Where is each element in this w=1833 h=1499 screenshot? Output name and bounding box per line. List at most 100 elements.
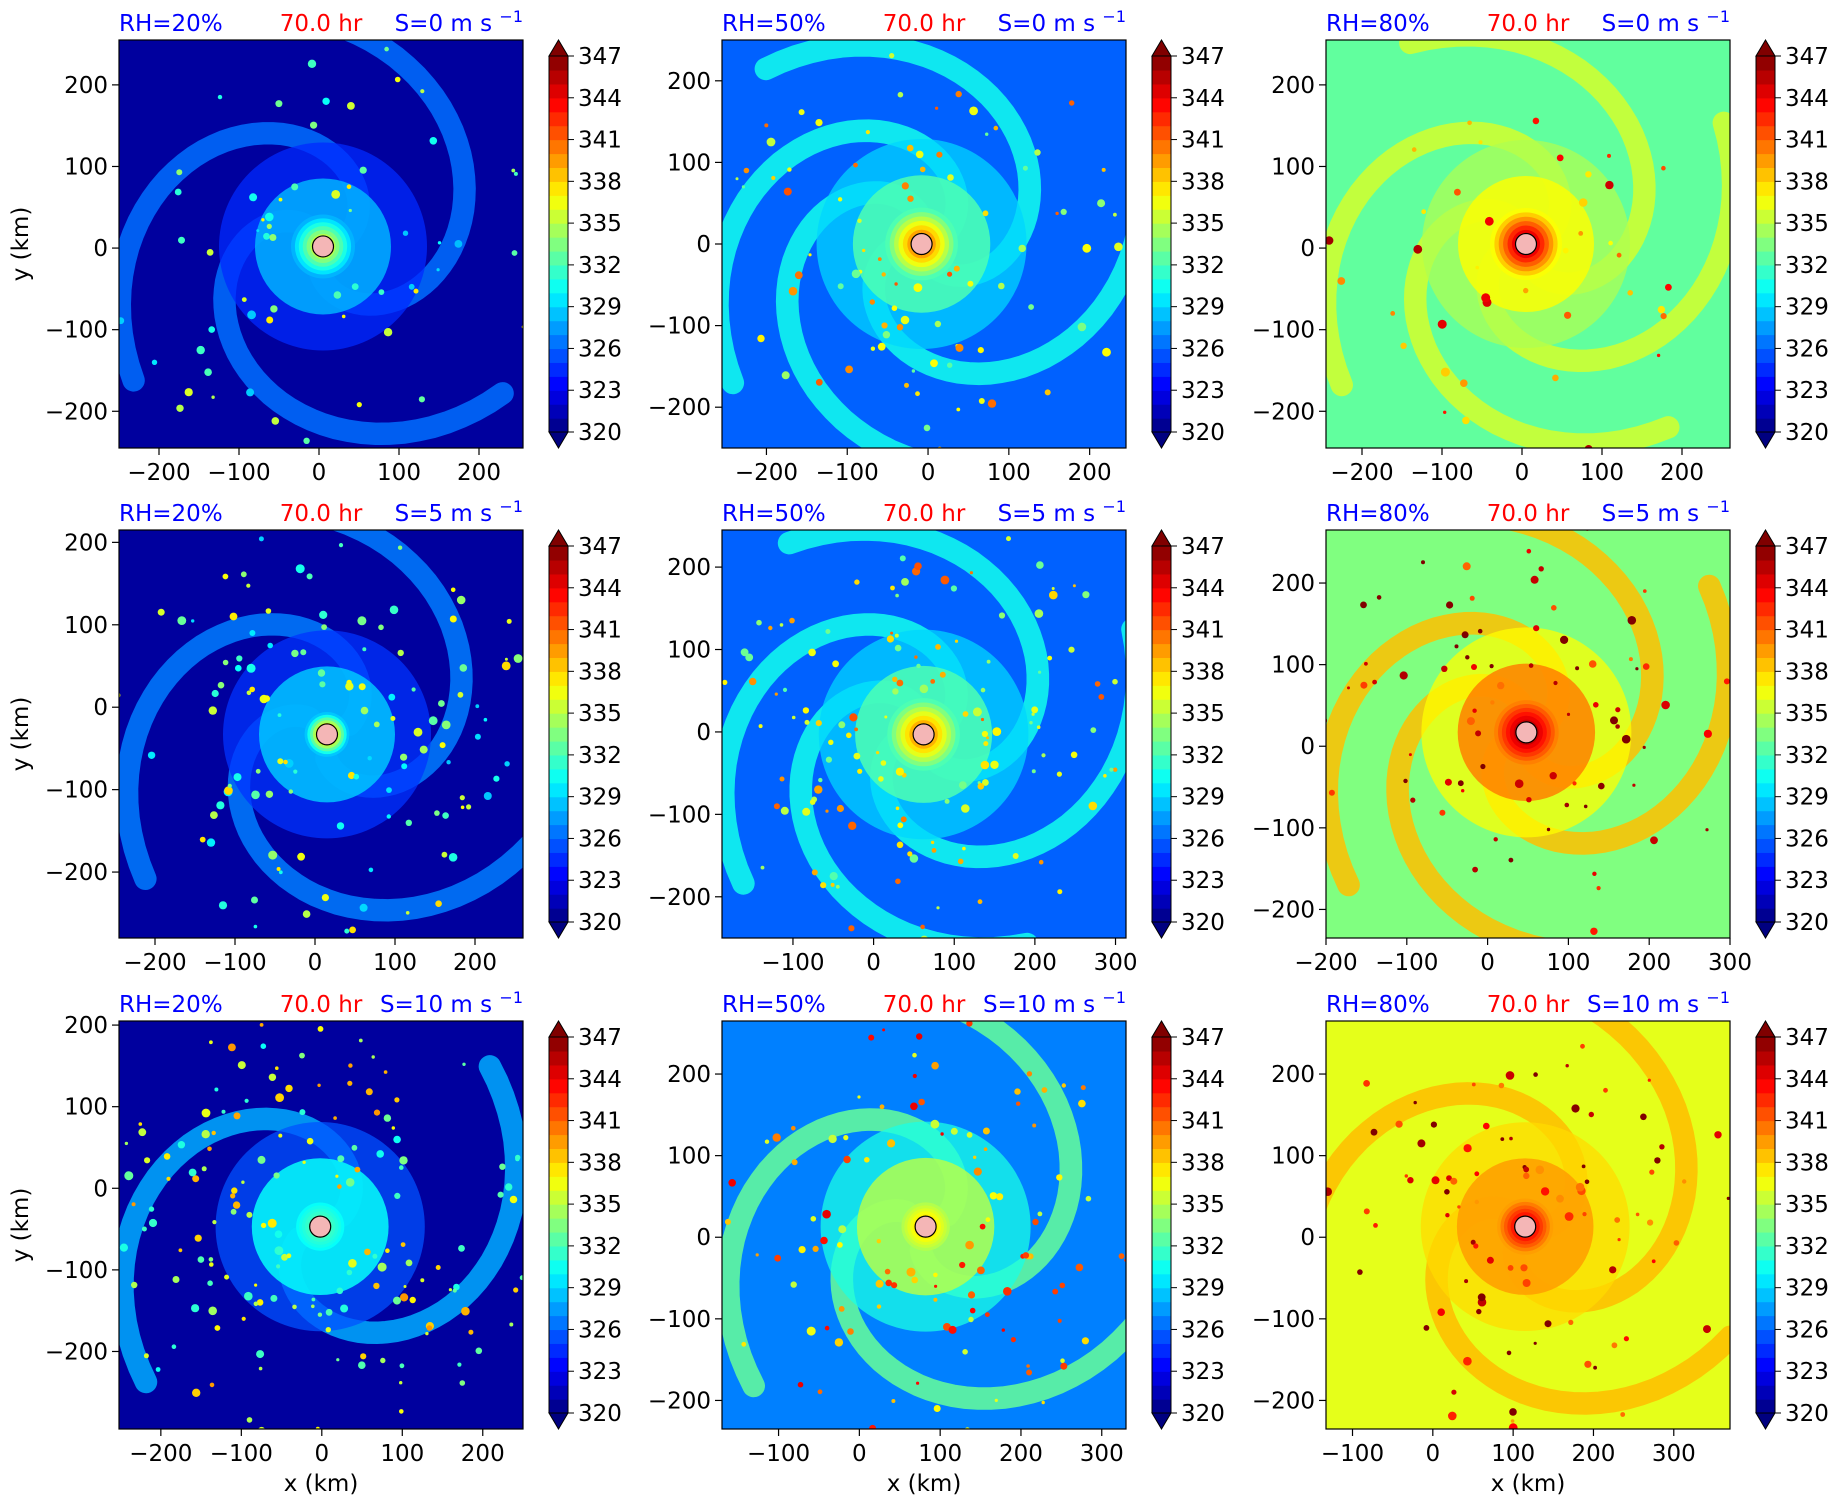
title-shear: S=10 m s −1 [983,988,1126,1018]
colorbar-tick-label: 335 [1181,1192,1225,1218]
y-tick-label: 200 [64,1013,108,1039]
colorbar-tick-label: 338 [578,659,622,685]
colorbar-tick-label: 323 [1785,868,1829,894]
storm-center-marker [315,723,339,746]
colorbar-tick-label: 335 [1181,701,1225,727]
x-tick-label: 200 [999,1441,1043,1467]
colorbar-tick-label: 323 [578,378,622,404]
storm-center-marker [1514,1215,1537,1238]
colorbar-tick-label: 341 [1785,1109,1829,1135]
x-tick-label: −100 [816,460,879,486]
colorbar-tick-label: 332 [578,1234,622,1260]
colorbar: 320 323 326 329 332 335 338 341 344 347 [1151,39,1225,449]
colorbar-tick-label: 344 [1785,576,1829,602]
colorbar-tick-label: 338 [1181,659,1225,685]
colorbar-tick-label: 332 [578,743,622,769]
colorbar-tick-label: 323 [1181,378,1225,404]
colorbar-tick-label: 335 [1785,211,1829,237]
y-tick-label: −100 [45,318,108,344]
colorbar-tick-label: 326 [1181,1317,1225,1343]
y-tick-label: −100 [45,778,108,804]
colorbar-tick-label: 326 [1785,826,1829,852]
panel-1-2: −200 −100 0 100 200 200 100 0 −100 −200 RH=50% 70.0… [648,7,1225,486]
y-tick-label: 100 [667,150,711,176]
plot-frame [1325,39,1731,449]
colorbar-tick-label: 341 [578,1109,622,1135]
colorbar-tick-label: 329 [578,295,622,321]
colorbar: 320 323 326 329 332 335 338 341 344 347 [1755,1020,1829,1430]
y-tick-label: −100 [648,802,711,828]
colorbar-tick-label: 344 [1181,576,1225,602]
colorbar-tick-label: 338 [578,169,622,195]
x-axis-label: x (km) [1491,1471,1566,1497]
title-shear: S=10 m s −1 [1587,988,1730,1018]
colorbar-tick-label: 347 [1181,534,1225,560]
title-rh: RH=50% [722,501,826,527]
x-tick-label: −100 [1410,460,1473,486]
title-rh: RH=80% [1326,992,1430,1018]
title-shear: S=5 m s −1 [998,497,1126,527]
x-tick-label: 200 [461,1441,505,1467]
colorbar-tick-label: 329 [1785,1276,1829,1302]
x-tick-label: 100 [987,460,1031,486]
colorbar-tick-label: 344 [1785,1067,1829,1093]
x-tick-label: −100 [210,1441,273,1467]
colorbar-tick-label: 329 [1181,295,1225,321]
x-axis-label: x (km) [887,1471,962,1497]
x-tick-label: 300 [1708,950,1752,976]
colorbar-tick-label: 326 [1785,336,1829,362]
colorbar: 320 323 326 329 332 335 338 341 344 347 [1151,529,1225,939]
y-axis-label: y (km) [8,207,34,282]
colorbar-tick-label: 335 [578,1192,622,1218]
colorbar-tick-label: 320 [1785,910,1829,936]
storm-center-marker [309,1215,332,1238]
y-tick-label: −100 [1252,1307,1315,1333]
y-tick-label: −200 [1252,897,1315,923]
colorbar-tick-label: 320 [578,910,622,936]
colorbar-tick-label: 338 [578,1150,622,1176]
panel-2-1: −200 −100 0 100 200 200 100 0 −100 −200 RH=20% 70.0… [8,497,622,976]
y-tick-label: 100 [1271,1144,1315,1170]
x-tick-label: 100 [380,1441,424,1467]
colorbar-tick-label: 341 [1181,618,1225,644]
x-tick-label: 0 [312,460,327,486]
y-tick-label: −100 [1252,816,1315,842]
colorbar: 320 323 326 329 332 335 338 341 344 347 [1755,39,1829,449]
title-rh: RH=20% [119,501,223,527]
title-shear: S=0 m s −1 [998,7,1126,37]
colorbar-tick-label: 347 [1785,44,1829,70]
colorbar-tick-label: 329 [1785,295,1829,321]
colorbar-tick-label: 323 [578,868,622,894]
colorbar-tick-label: 338 [1785,169,1829,195]
panel-3-3: −100 0 100 200 300 200 100 0 −100 −200 RH=80% 70.0 … [1252,988,1829,1497]
colorbar-tick-label: 335 [1785,1192,1829,1218]
y-tick-label: 100 [667,1144,711,1170]
colorbar-tick-label: 329 [1181,785,1225,811]
x-tick-label: 200 [1660,460,1704,486]
colorbar-tick-label: 341 [1785,128,1829,154]
colorbar-tick-label: 341 [1181,128,1225,154]
x-tick-label: 200 [457,460,501,486]
plot-frame [1325,529,1731,939]
y-tick-label: −200 [648,395,711,421]
colorbar-tick-label: 323 [1785,378,1829,404]
colorbar-tick-label: 332 [1181,743,1225,769]
colorbar: 320 323 326 329 332 335 338 341 344 347 [548,529,622,939]
plot-frame [118,529,524,939]
colorbar: 320 323 326 329 332 335 338 341 344 347 [548,39,622,449]
colorbar-tick-label: 326 [578,826,622,852]
storm-center-marker [311,235,335,258]
colorbar-tick-label: 320 [578,420,622,446]
colorbar-tick-label: 329 [1785,785,1829,811]
x-tick-label: −100 [1375,950,1438,976]
colorbar-tick-label: 332 [1785,743,1829,769]
y-tick-label: −200 [45,1339,108,1365]
title-time: 70.0 hr [883,501,966,527]
y-tick-label: 0 [93,236,108,262]
x-tick-label: 0 [1480,950,1495,976]
x-tick-label: 100 [373,950,417,976]
colorbar-tick-label: 323 [1181,1359,1225,1385]
colorbar: 320 323 326 329 332 335 338 341 344 347 [1151,1020,1225,1430]
storm-center-marker [912,723,935,746]
title-rh: RH=20% [119,992,223,1018]
